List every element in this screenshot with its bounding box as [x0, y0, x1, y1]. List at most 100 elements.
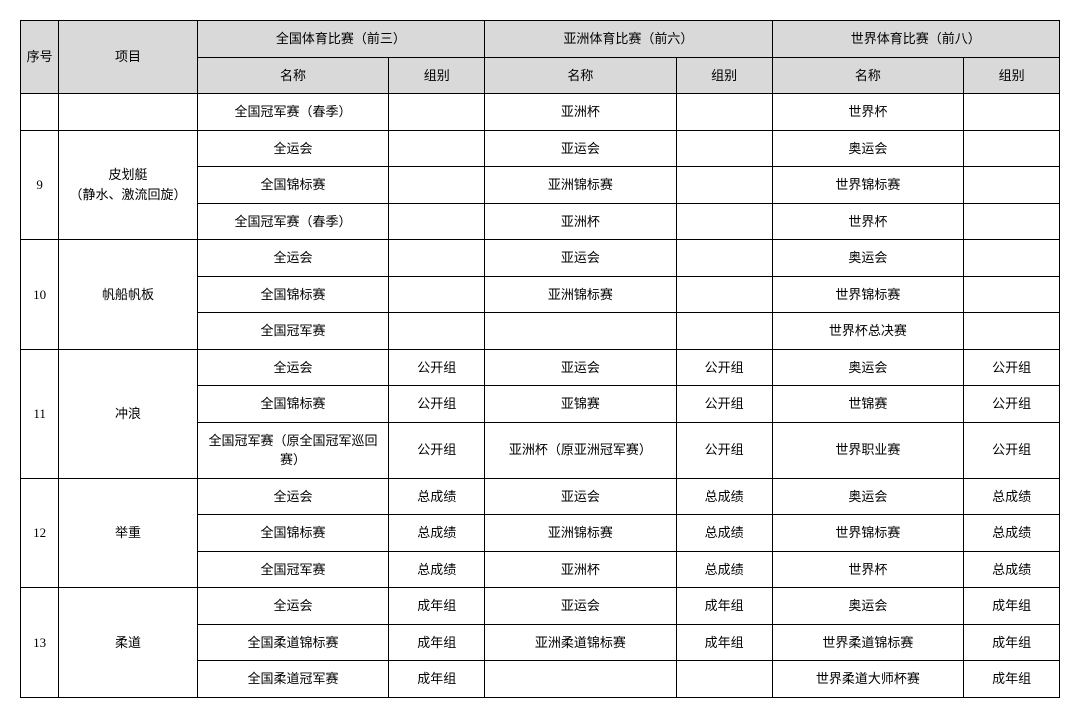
cell-national-group [389, 94, 485, 131]
cell-world-group: 总成绩 [964, 478, 1060, 515]
cell-world-name: 世界锦标赛 [772, 515, 964, 552]
header-national-group: 组别 [389, 57, 485, 94]
cell-item: 皮划艇（静水、激流回旋） [59, 130, 197, 240]
cell-seq: 9 [21, 130, 59, 240]
cell-world-group: 公开组 [964, 422, 1060, 478]
cell-national-name: 全国锦标赛 [197, 167, 389, 204]
cell-national-name: 全国冠军赛（原全国冠军巡回赛） [197, 422, 389, 478]
cell-seq: 10 [21, 240, 59, 350]
competition-table: 序号 项目 全国体育比赛（前三） 亚洲体育比赛（前六） 世界体育比赛（前八） 名… [20, 20, 1060, 698]
header-world-name: 名称 [772, 57, 964, 94]
cell-asian-group: 总成绩 [676, 478, 772, 515]
cell-asian-group: 成年组 [676, 624, 772, 661]
cell-world-name: 奥运会 [772, 588, 964, 625]
cell-asian-name: 亚洲柔道锦标赛 [485, 624, 677, 661]
cell-asian-name: 亚洲杯 [485, 94, 677, 131]
cell-world-name: 奥运会 [772, 478, 964, 515]
header-national-name: 名称 [197, 57, 389, 94]
cell-asian-name: 亚洲锦标赛 [485, 167, 677, 204]
cell-national-group: 成年组 [389, 588, 485, 625]
cell-national-group: 公开组 [389, 349, 485, 386]
cell-asian-group [676, 94, 772, 131]
cell-asian-name: 亚洲杯（原亚洲冠军赛） [485, 422, 677, 478]
cell-asian-group [676, 313, 772, 350]
cell-national-group: 成年组 [389, 624, 485, 661]
cell-national-group [389, 313, 485, 350]
cell-national-name: 全国锦标赛 [197, 276, 389, 313]
cell-national-group [389, 240, 485, 277]
cell-world-group: 总成绩 [964, 551, 1060, 588]
table-row: 全国冠军赛（春季）亚洲杯世界杯 [21, 94, 1060, 131]
cell-national-group [389, 167, 485, 204]
cell-national-group: 总成绩 [389, 515, 485, 552]
cell-national-name: 全国锦标赛 [197, 386, 389, 423]
cell-national-group: 成年组 [389, 661, 485, 698]
cell-seq: 13 [21, 588, 59, 698]
cell-world-name: 奥运会 [772, 130, 964, 167]
cell-world-name: 世界杯总决赛 [772, 313, 964, 350]
cell-world-group [964, 167, 1060, 204]
cell-world-group: 总成绩 [964, 515, 1060, 552]
cell-world-name: 世界杯 [772, 551, 964, 588]
cell-world-name: 世界锦标赛 [772, 276, 964, 313]
cell-national-group [389, 130, 485, 167]
cell-asian-name: 亚洲锦标赛 [485, 276, 677, 313]
cell-world-name: 世界杯 [772, 203, 964, 240]
cell-item: 冲浪 [59, 349, 197, 478]
table-head: 序号 项目 全国体育比赛（前三） 亚洲体育比赛（前六） 世界体育比赛（前八） 名… [21, 21, 1060, 94]
table-row: 10帆船帆板全运会亚运会奥运会 [21, 240, 1060, 277]
cell-national-name: 全运会 [197, 130, 389, 167]
cell-world-group [964, 130, 1060, 167]
header-national: 全国体育比赛（前三） [197, 21, 484, 58]
cell-national-group: 公开组 [389, 422, 485, 478]
header-row-1: 序号 项目 全国体育比赛（前三） 亚洲体育比赛（前六） 世界体育比赛（前八） [21, 21, 1060, 58]
cell-asian-name: 亚洲杯 [485, 551, 677, 588]
cell-world-group: 成年组 [964, 588, 1060, 625]
cell-asian-group [676, 203, 772, 240]
cell-asian-name: 亚运会 [485, 478, 677, 515]
header-world-group: 组别 [964, 57, 1060, 94]
cell-national-group: 总成绩 [389, 551, 485, 588]
cell-asian-name: 亚运会 [485, 130, 677, 167]
cell-national-name: 全运会 [197, 240, 389, 277]
cell-world-name: 世界柔道大师杯赛 [772, 661, 964, 698]
cell-national-group [389, 203, 485, 240]
cell-asian-name [485, 661, 677, 698]
cell-asian-group [676, 130, 772, 167]
cell-national-name: 全国冠军赛 [197, 551, 389, 588]
cell-world-name: 世界职业赛 [772, 422, 964, 478]
cell-national-name: 全国冠军赛（春季） [197, 94, 389, 131]
cell-asian-group: 总成绩 [676, 551, 772, 588]
cell-world-group: 成年组 [964, 624, 1060, 661]
table-row: 12举重全运会总成绩亚运会总成绩奥运会总成绩 [21, 478, 1060, 515]
cell-asian-group: 成年组 [676, 588, 772, 625]
cell-world-group: 成年组 [964, 661, 1060, 698]
header-asian-group: 组别 [676, 57, 772, 94]
cell-world-group: 公开组 [964, 386, 1060, 423]
cell-asian-group: 公开组 [676, 386, 772, 423]
cell-asian-group [676, 661, 772, 698]
table-row: 11冲浪全运会公开组亚运会公开组奥运会公开组 [21, 349, 1060, 386]
cell-world-name: 奥运会 [772, 349, 964, 386]
cell-item: 柔道 [59, 588, 197, 698]
cell-national-name: 全运会 [197, 349, 389, 386]
header-item: 项目 [59, 21, 197, 94]
cell-world-group [964, 276, 1060, 313]
cell-world-name: 世界柔道锦标赛 [772, 624, 964, 661]
cell-asian-group [676, 167, 772, 204]
cell-national-name: 全国柔道锦标赛 [197, 624, 389, 661]
cell-national-name: 全国锦标赛 [197, 515, 389, 552]
cell-seq [21, 94, 59, 131]
cell-national-group: 总成绩 [389, 478, 485, 515]
cell-world-group [964, 313, 1060, 350]
table-body: 全国冠军赛（春季）亚洲杯世界杯9皮划艇（静水、激流回旋）全运会亚运会奥运会全国锦… [21, 94, 1060, 698]
cell-asian-group: 公开组 [676, 349, 772, 386]
cell-national-group [389, 276, 485, 313]
cell-national-name: 全国冠军赛 [197, 313, 389, 350]
cell-asian-group: 公开组 [676, 422, 772, 478]
header-asian: 亚洲体育比赛（前六） [485, 21, 772, 58]
cell-national-group: 公开组 [389, 386, 485, 423]
cell-item: 举重 [59, 478, 197, 588]
cell-asian-name: 亚锦赛 [485, 386, 677, 423]
cell-asian-group [676, 240, 772, 277]
